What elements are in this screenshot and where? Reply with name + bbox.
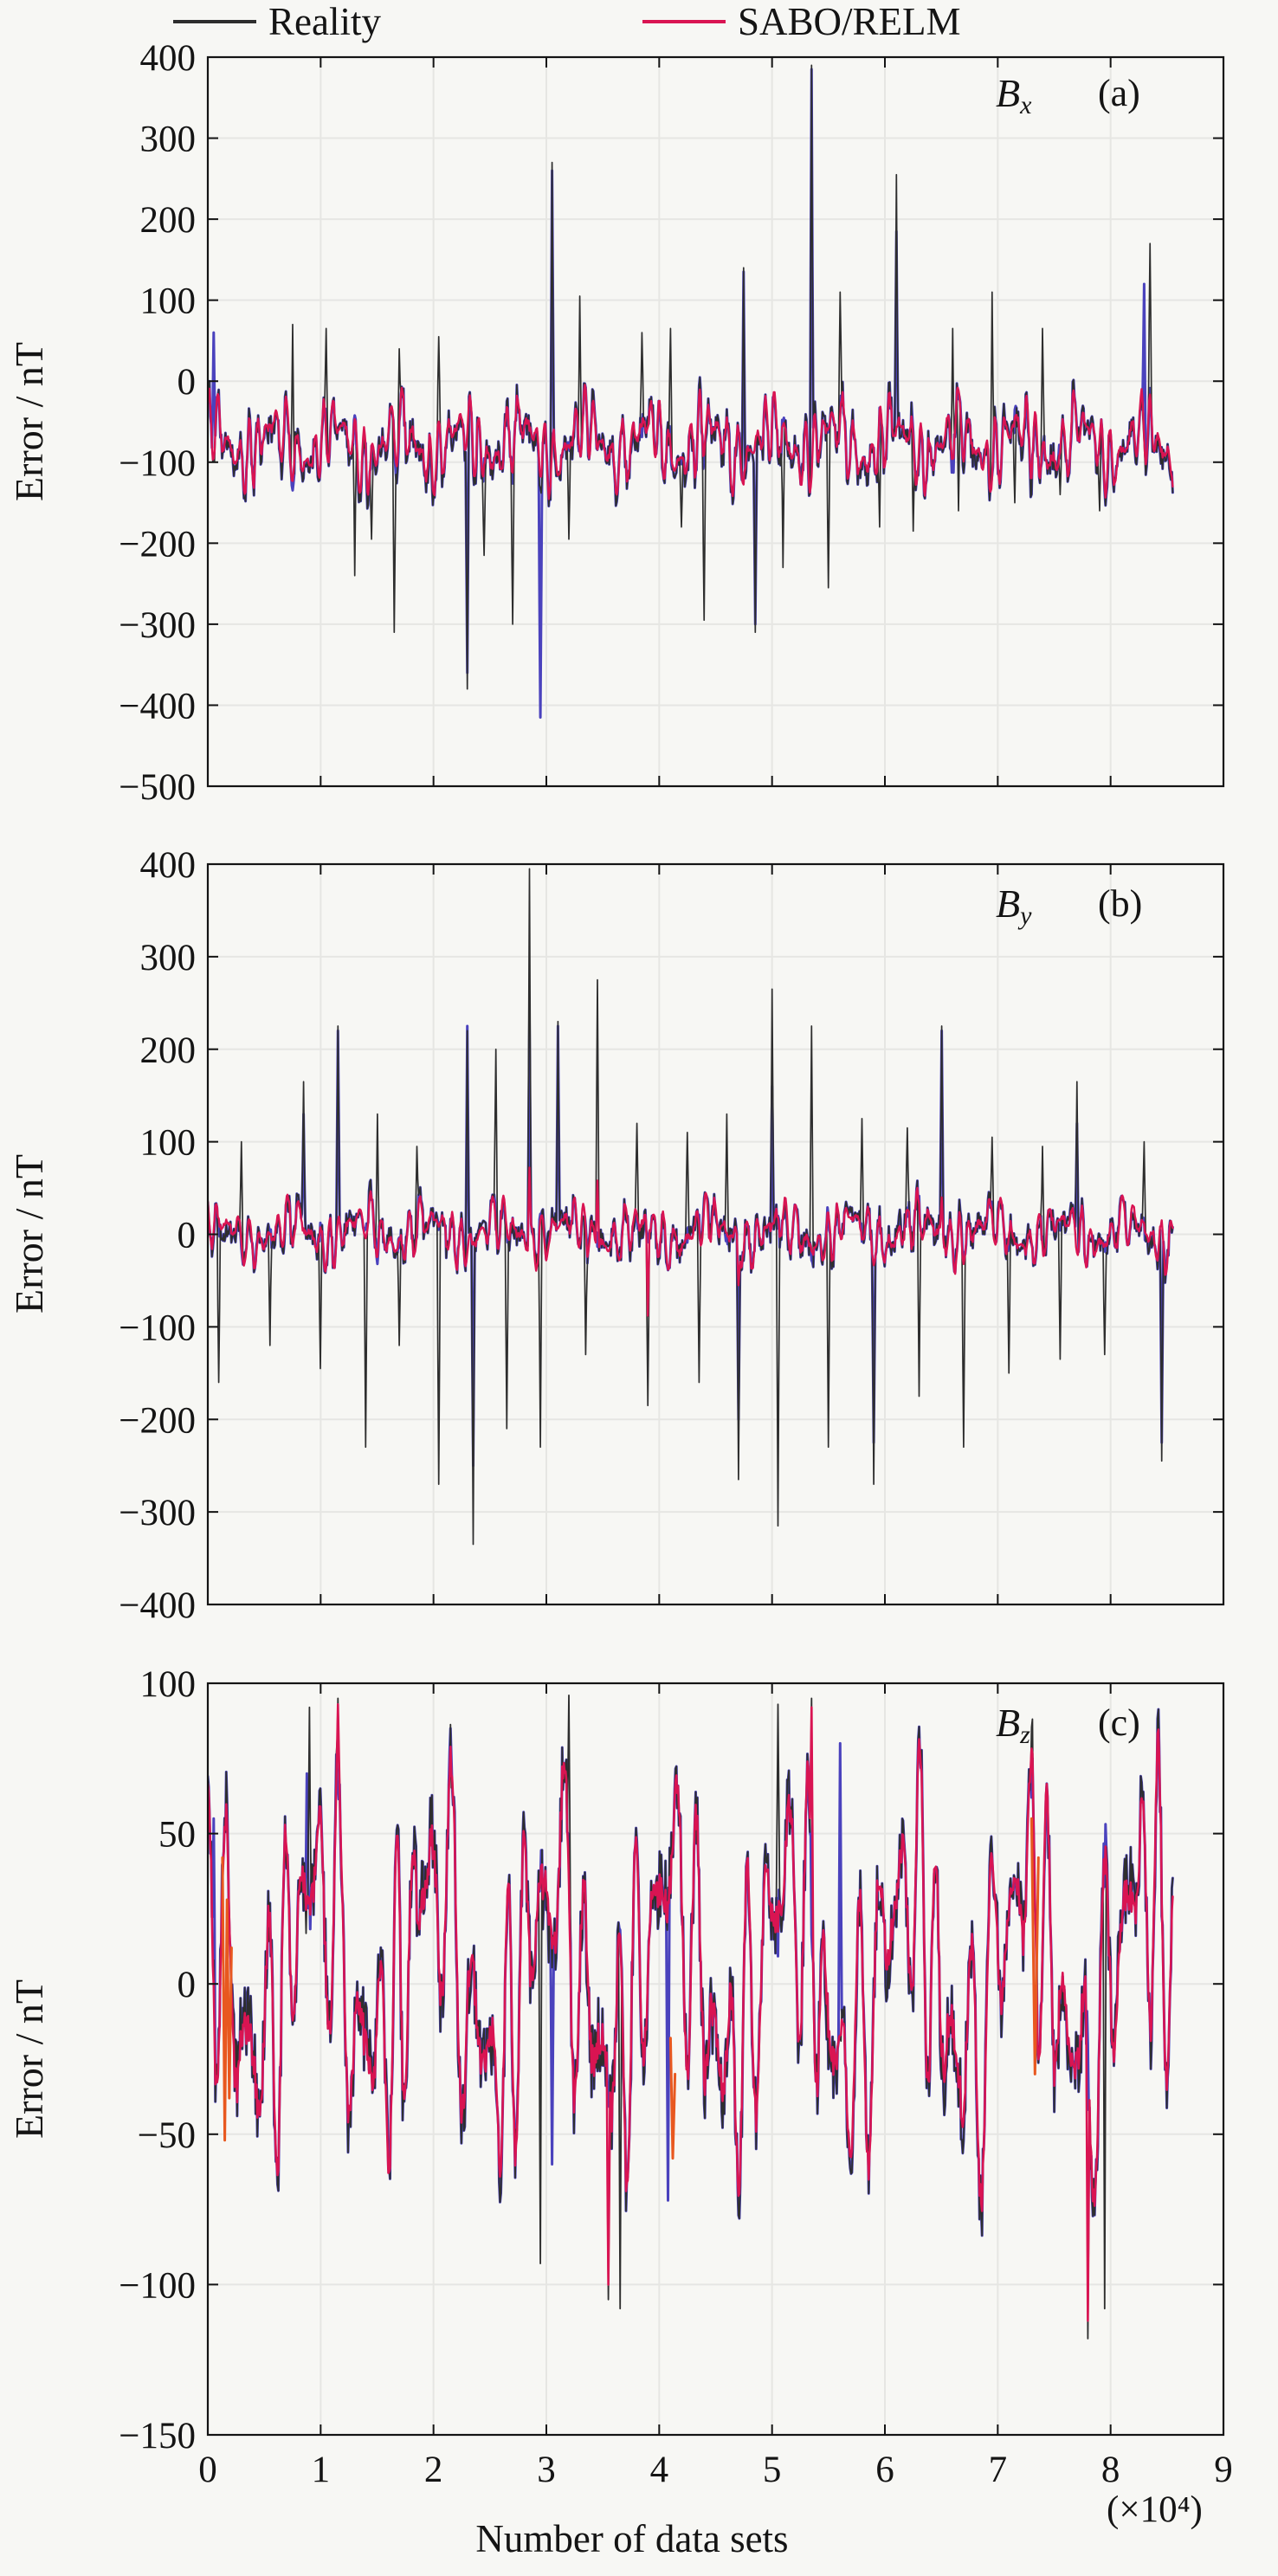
panel-b-tag: (b) — [1098, 882, 1143, 925]
panel-b-y-tick-label: −400 — [119, 1585, 196, 1626]
panel-a-series-reality-line — [208, 64, 1174, 690]
panel-c-y-tick-label: 100 — [140, 1664, 197, 1705]
x-tick-label: 9 — [1214, 2450, 1233, 2490]
panel-a-y-tick-label: −400 — [119, 686, 196, 726]
panel-b-y-tick-label: 400 — [140, 845, 197, 886]
panel-c-axes-box — [206, 1682, 1225, 2437]
panel-c-y-tick-label: −150 — [119, 2416, 196, 2457]
x-tick-label: 1 — [312, 2450, 331, 2490]
x-tick-label: 7 — [989, 2450, 1008, 2490]
panel-a-y-tick-label: 400 — [140, 38, 197, 79]
panel-a-tag: (a) — [1098, 72, 1140, 114]
sabo-relm-line-swatch — [642, 20, 726, 23]
panel-c-y-tick-label: −50 — [138, 2115, 196, 2156]
panel-a-y-tick-label: −200 — [119, 524, 196, 565]
x-axis-label: Number of data sets — [475, 2517, 789, 2560]
panel-b-y-tick-label: −300 — [119, 1493, 196, 1533]
panel-a-y-tick-label: 300 — [140, 119, 197, 160]
x-tick-label: 0 — [198, 2450, 217, 2490]
panel-a-y-tick-label: 100 — [140, 281, 197, 322]
panel-c-y-tick-label: 0 — [178, 1965, 197, 2005]
panel-b-y-tick-label: −200 — [119, 1400, 196, 1441]
panel-a-y-tick-label: 0 — [178, 362, 197, 403]
y-axis-label-panel-c: Error / nT — [7, 1979, 51, 2139]
panel-b-variable-label: By — [996, 881, 1032, 930]
y-axis-label-panel-a: Error / nT — [7, 342, 51, 501]
panel-b-y-tick-label: 0 — [178, 1216, 197, 1256]
x-axis-multiplier: (×10⁴) — [1107, 2489, 1203, 2530]
reality-line-swatch — [173, 20, 256, 23]
panel-a-series-hidden-blue-line — [208, 68, 1174, 719]
panel-b-y-tick-label: −100 — [119, 1307, 196, 1348]
x-tick-label: 2 — [424, 2450, 443, 2490]
panel-b-series-sabo-relm-line — [208, 1166, 1174, 1317]
x-tick-label: 6 — [875, 2450, 894, 2490]
panel-a-axes-box — [206, 55, 1225, 788]
x-tick-label: 3 — [537, 2450, 556, 2490]
panel-c-series-sabo-relm-line — [208, 1703, 1174, 2322]
legend-item-sabo-relm: SABO/RELM — [642, 0, 961, 43]
legend-item-reality: Reality — [173, 0, 381, 43]
panel-b-y-tick-label: 300 — [140, 938, 197, 978]
x-tick-label: 8 — [1101, 2450, 1120, 2490]
panel-a-y-tick-label: 200 — [140, 200, 197, 241]
panel-b-y-tick-label: 100 — [140, 1123, 197, 1164]
panel-c-series-orange-artefact-line — [221, 1856, 233, 2142]
x-tick-label: 4 — [650, 2450, 669, 2490]
panel-a-series-sabo-relm-line — [208, 384, 1174, 500]
panel-a-variable-label: Bx — [996, 71, 1032, 119]
panel-a-y-tick-label: −300 — [119, 605, 196, 646]
panel-a-y-tick-label: −500 — [119, 767, 196, 808]
panel-c-variable-label: Bz — [996, 1701, 1030, 1749]
panel-c-y-tick-label: 50 — [158, 1815, 196, 1856]
panel-a-y-tick-label: −100 — [119, 443, 196, 484]
panel-c-series-orange-artefact-line — [668, 2037, 677, 2160]
x-tick-label: 5 — [763, 2450, 782, 2490]
panel-c-tag: (c) — [1098, 1701, 1140, 1744]
legend-label-reality: Reality — [268, 0, 381, 43]
legend-label-sabo-relm: SABO/RELM — [738, 0, 961, 43]
panel-c-series-orange-artefact-line — [1030, 1817, 1040, 2076]
panel-b-y-tick-label: 200 — [140, 1030, 197, 1071]
panel-b-series-reality-line — [208, 868, 1174, 1546]
y-axis-label-panel-b: Error / nT — [7, 1154, 51, 1314]
panel-c-y-tick-label: −100 — [119, 2265, 196, 2306]
